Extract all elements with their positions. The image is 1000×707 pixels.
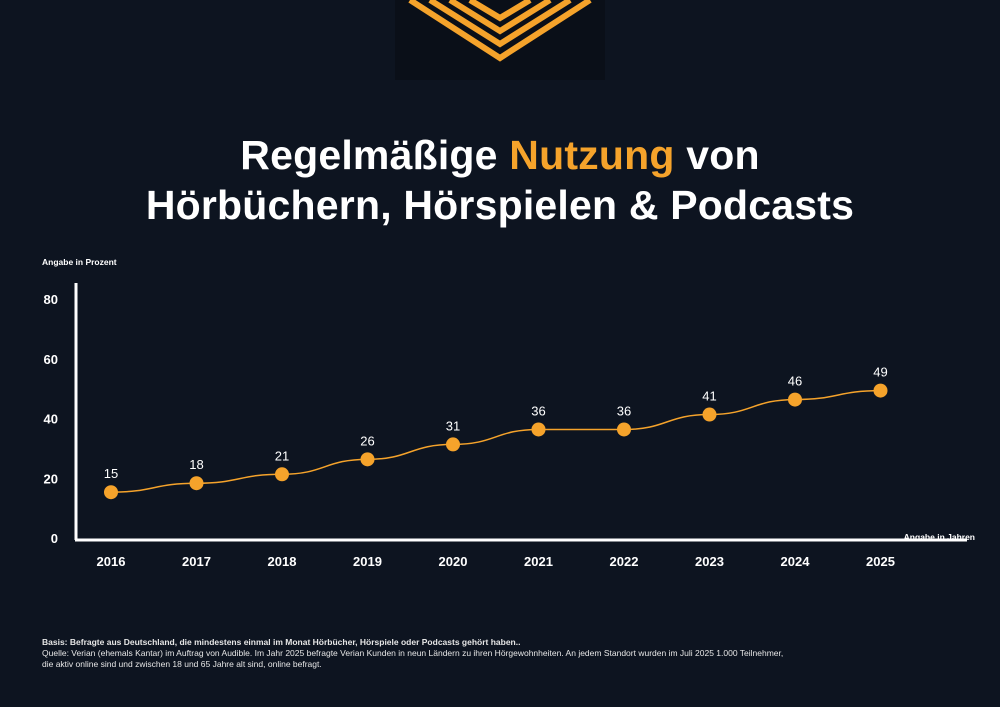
x-tick-label: 2016 <box>97 554 126 569</box>
y-tick-label: 80 <box>44 292 58 307</box>
x-axis-label: Angabe in Jahren <box>904 532 975 542</box>
data-label: 36 <box>531 403 545 418</box>
x-tick-label: 2019 <box>353 554 382 569</box>
y-tick-label: 60 <box>44 352 58 367</box>
data-point <box>873 383 888 398</box>
data-point <box>617 422 631 437</box>
data-point <box>702 407 717 422</box>
data-label: 49 <box>873 365 887 380</box>
x-tick-label: 2017 <box>182 554 211 569</box>
x-tick-label: 2024 <box>781 554 811 569</box>
y-tick-label: 0 <box>51 531 58 546</box>
chart-title: Regelmäßige Nutzung von Hörbüchern, Hörs… <box>0 130 1000 230</box>
title-part2: von <box>686 132 760 178</box>
data-label: 41 <box>702 389 716 404</box>
logo-chevrons-icon <box>395 0 605 80</box>
data-label: 18 <box>189 457 203 472</box>
series-line <box>110 389 881 493</box>
x-tick-label: 2020 <box>439 554 468 569</box>
x-tick-label: 2021 <box>524 554 553 569</box>
data-point <box>104 485 118 500</box>
data-point <box>788 392 802 407</box>
y-tick-label: 20 <box>44 471 58 486</box>
title-highlight: Nutzung <box>509 132 675 178</box>
data-point <box>189 476 204 491</box>
footnote: Basis: Befragte aus Deutschland, die min… <box>42 637 942 670</box>
data-point <box>360 452 375 467</box>
data-label: 21 <box>275 448 289 463</box>
data-label: 46 <box>788 374 802 389</box>
x-tick-label: 2023 <box>695 554 724 569</box>
footnote-basis: Basis: Befragte aus Deutschland, die min… <box>42 637 521 647</box>
y-axis-label: Angabe in Prozent <box>42 257 117 267</box>
data-label: 15 <box>104 466 118 481</box>
y-tick-label: 40 <box>44 412 58 427</box>
data-point <box>446 437 460 452</box>
data-point <box>275 467 289 482</box>
footnote-source-line-2: die aktiv online sind und zwischen 18 un… <box>42 659 322 669</box>
title-part1: Regelmäßige <box>240 132 498 178</box>
data-label: 36 <box>617 403 631 418</box>
x-tick-label: 2025 <box>866 554 895 569</box>
data-label: 31 <box>446 418 460 433</box>
title-line-2: Hörbüchern, Hörspielen & Podcasts <box>145 182 855 228</box>
data-point <box>531 422 546 437</box>
data-label: 26 <box>360 433 374 448</box>
title-line-1: Regelmäßige Nutzung von <box>0 130 1000 180</box>
x-tick-label: 2022 <box>610 554 639 569</box>
footnote-source-line-1: Quelle: Verian (ehemals Kantar) im Auftr… <box>42 648 784 658</box>
x-tick-label: 2018 <box>268 554 297 569</box>
